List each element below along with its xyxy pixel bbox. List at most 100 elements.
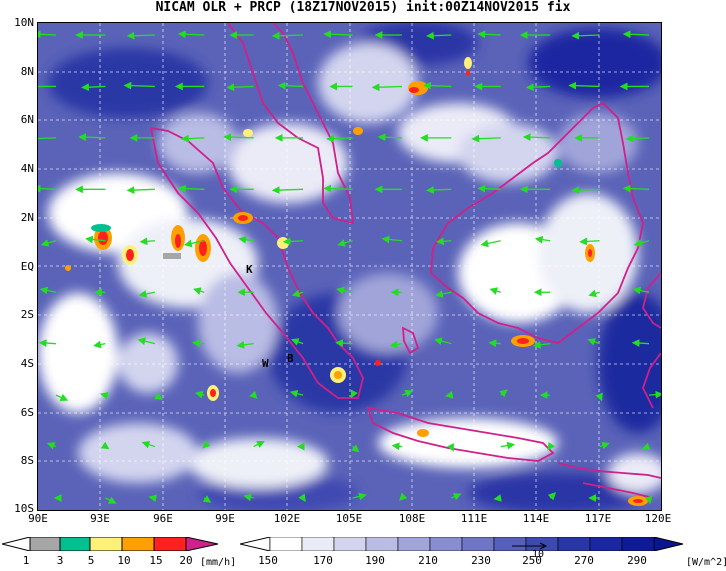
lat-label-8s: 8S — [20, 454, 34, 467]
wind-vector — [522, 133, 551, 142]
precip-cell — [233, 212, 253, 224]
wind-vector — [85, 235, 106, 244]
wind-vector — [579, 237, 600, 246]
wind-vector — [632, 286, 650, 295]
lat-label-8n: 8N — [20, 65, 34, 78]
wind-vector — [148, 494, 157, 503]
wind-vector — [599, 441, 610, 450]
sulawesi-coast — [642, 272, 661, 329]
wind-vector — [477, 30, 501, 39]
lon-label-114e: 114E — [522, 512, 550, 525]
graticule — [38, 23, 661, 510]
lat-label-10s: 10S — [14, 502, 34, 515]
lesser-sunda-coast-2 — [582, 482, 654, 499]
wind-vector — [532, 340, 551, 349]
wind-vector — [398, 492, 408, 501]
wind-vector — [534, 235, 551, 244]
lon-label-105e: 105E — [335, 512, 363, 525]
olr-tick-210: 210 — [418, 554, 438, 567]
wind-vector — [588, 289, 600, 298]
place-label-w: W — [262, 357, 269, 370]
wind-vector — [323, 30, 353, 39]
wind-vector — [298, 493, 306, 503]
wind-vector — [78, 133, 106, 142]
precip-tick-15: 15 — [149, 554, 163, 567]
wind-vector — [622, 30, 650, 39]
vector-reference-label: 10 — [532, 549, 545, 560]
wind-vector — [194, 390, 205, 399]
wind-vector — [633, 239, 650, 247]
olr-tick-230: 230 — [471, 554, 491, 567]
precip-cell — [511, 335, 535, 347]
lon-label-102e: 102E — [273, 512, 301, 525]
olr-tick-150: 150 — [258, 554, 278, 567]
wind-vector — [191, 339, 205, 348]
wind-vector — [371, 83, 402, 92]
olr-colorbar-segment — [333, 537, 367, 551]
lat-label-6n: 6N — [20, 113, 34, 126]
olr-colorbar-segment — [429, 537, 463, 551]
precip-cells — [65, 57, 648, 506]
wind-vector — [377, 133, 402, 142]
wind-vector — [445, 391, 454, 399]
olr-colorbar-segment — [461, 537, 495, 551]
lon-label-90e: 90E — [28, 512, 48, 525]
wind-vector — [123, 81, 155, 90]
wind-vector — [38, 137, 57, 140]
bangka-coast — [401, 326, 420, 355]
wind-vector — [389, 340, 403, 349]
wind-vector — [226, 83, 254, 92]
wind-vector — [547, 492, 557, 501]
wind-vector — [622, 184, 650, 193]
lat-label-6s: 6S — [20, 406, 34, 419]
wind-vector — [40, 239, 57, 247]
precip-cell — [122, 245, 138, 265]
precip-cell — [195, 234, 211, 262]
wind-vector — [493, 494, 502, 502]
wind-vector — [488, 339, 501, 348]
lat-label-2n: 2N — [20, 211, 34, 224]
wind-vector — [291, 289, 304, 298]
wind-vector — [38, 339, 57, 347]
wind-vector — [139, 237, 155, 246]
figure-title: NICAM OLR + PRCP (18Z17NOV2015) init:00Z… — [155, 0, 571, 15]
wind-vector — [435, 290, 452, 298]
wind-vector — [477, 184, 501, 193]
wind-vector — [401, 389, 414, 398]
wind-vector — [644, 495, 653, 505]
wind-vector — [238, 235, 254, 244]
wind-vector — [271, 31, 304, 40]
map-panel — [37, 22, 662, 511]
lat-label-4n: 4N — [20, 162, 34, 175]
olr-colorbar — [240, 537, 684, 551]
wind-vector — [180, 134, 205, 143]
precip-tick-3: 3 — [56, 554, 64, 567]
java-coast — [366, 406, 555, 462]
precip-cell — [91, 224, 112, 250]
wind-vector — [177, 184, 205, 193]
wind-vector — [451, 493, 462, 501]
wind-vector — [282, 237, 304, 246]
wind-vector — [631, 339, 650, 347]
precip-cell — [207, 385, 219, 401]
lon-label-99e: 99E — [215, 512, 235, 525]
wind-vector — [105, 496, 117, 504]
precip-unit: [mm/h] — [200, 557, 237, 568]
lat-label-4s: 4S — [20, 357, 34, 370]
borneo-coast — [430, 101, 644, 344]
wind-vector — [499, 389, 508, 398]
wind-vector — [641, 442, 651, 451]
wind-vector — [547, 441, 556, 451]
olr-colorbar-segment — [589, 537, 623, 551]
olr-colorbar-segment — [557, 537, 591, 551]
olr-tick-190: 190 — [365, 554, 385, 567]
place-label-k: K — [246, 263, 253, 276]
wind-vector — [426, 31, 452, 40]
wind-vector — [423, 81, 452, 90]
wind-vector — [183, 239, 205, 248]
wind-vector — [648, 390, 661, 399]
map-canvas — [38, 23, 661, 510]
wind-vector — [81, 83, 106, 92]
lat-label-eq: EQ — [20, 260, 34, 273]
wind-vector — [126, 31, 155, 40]
